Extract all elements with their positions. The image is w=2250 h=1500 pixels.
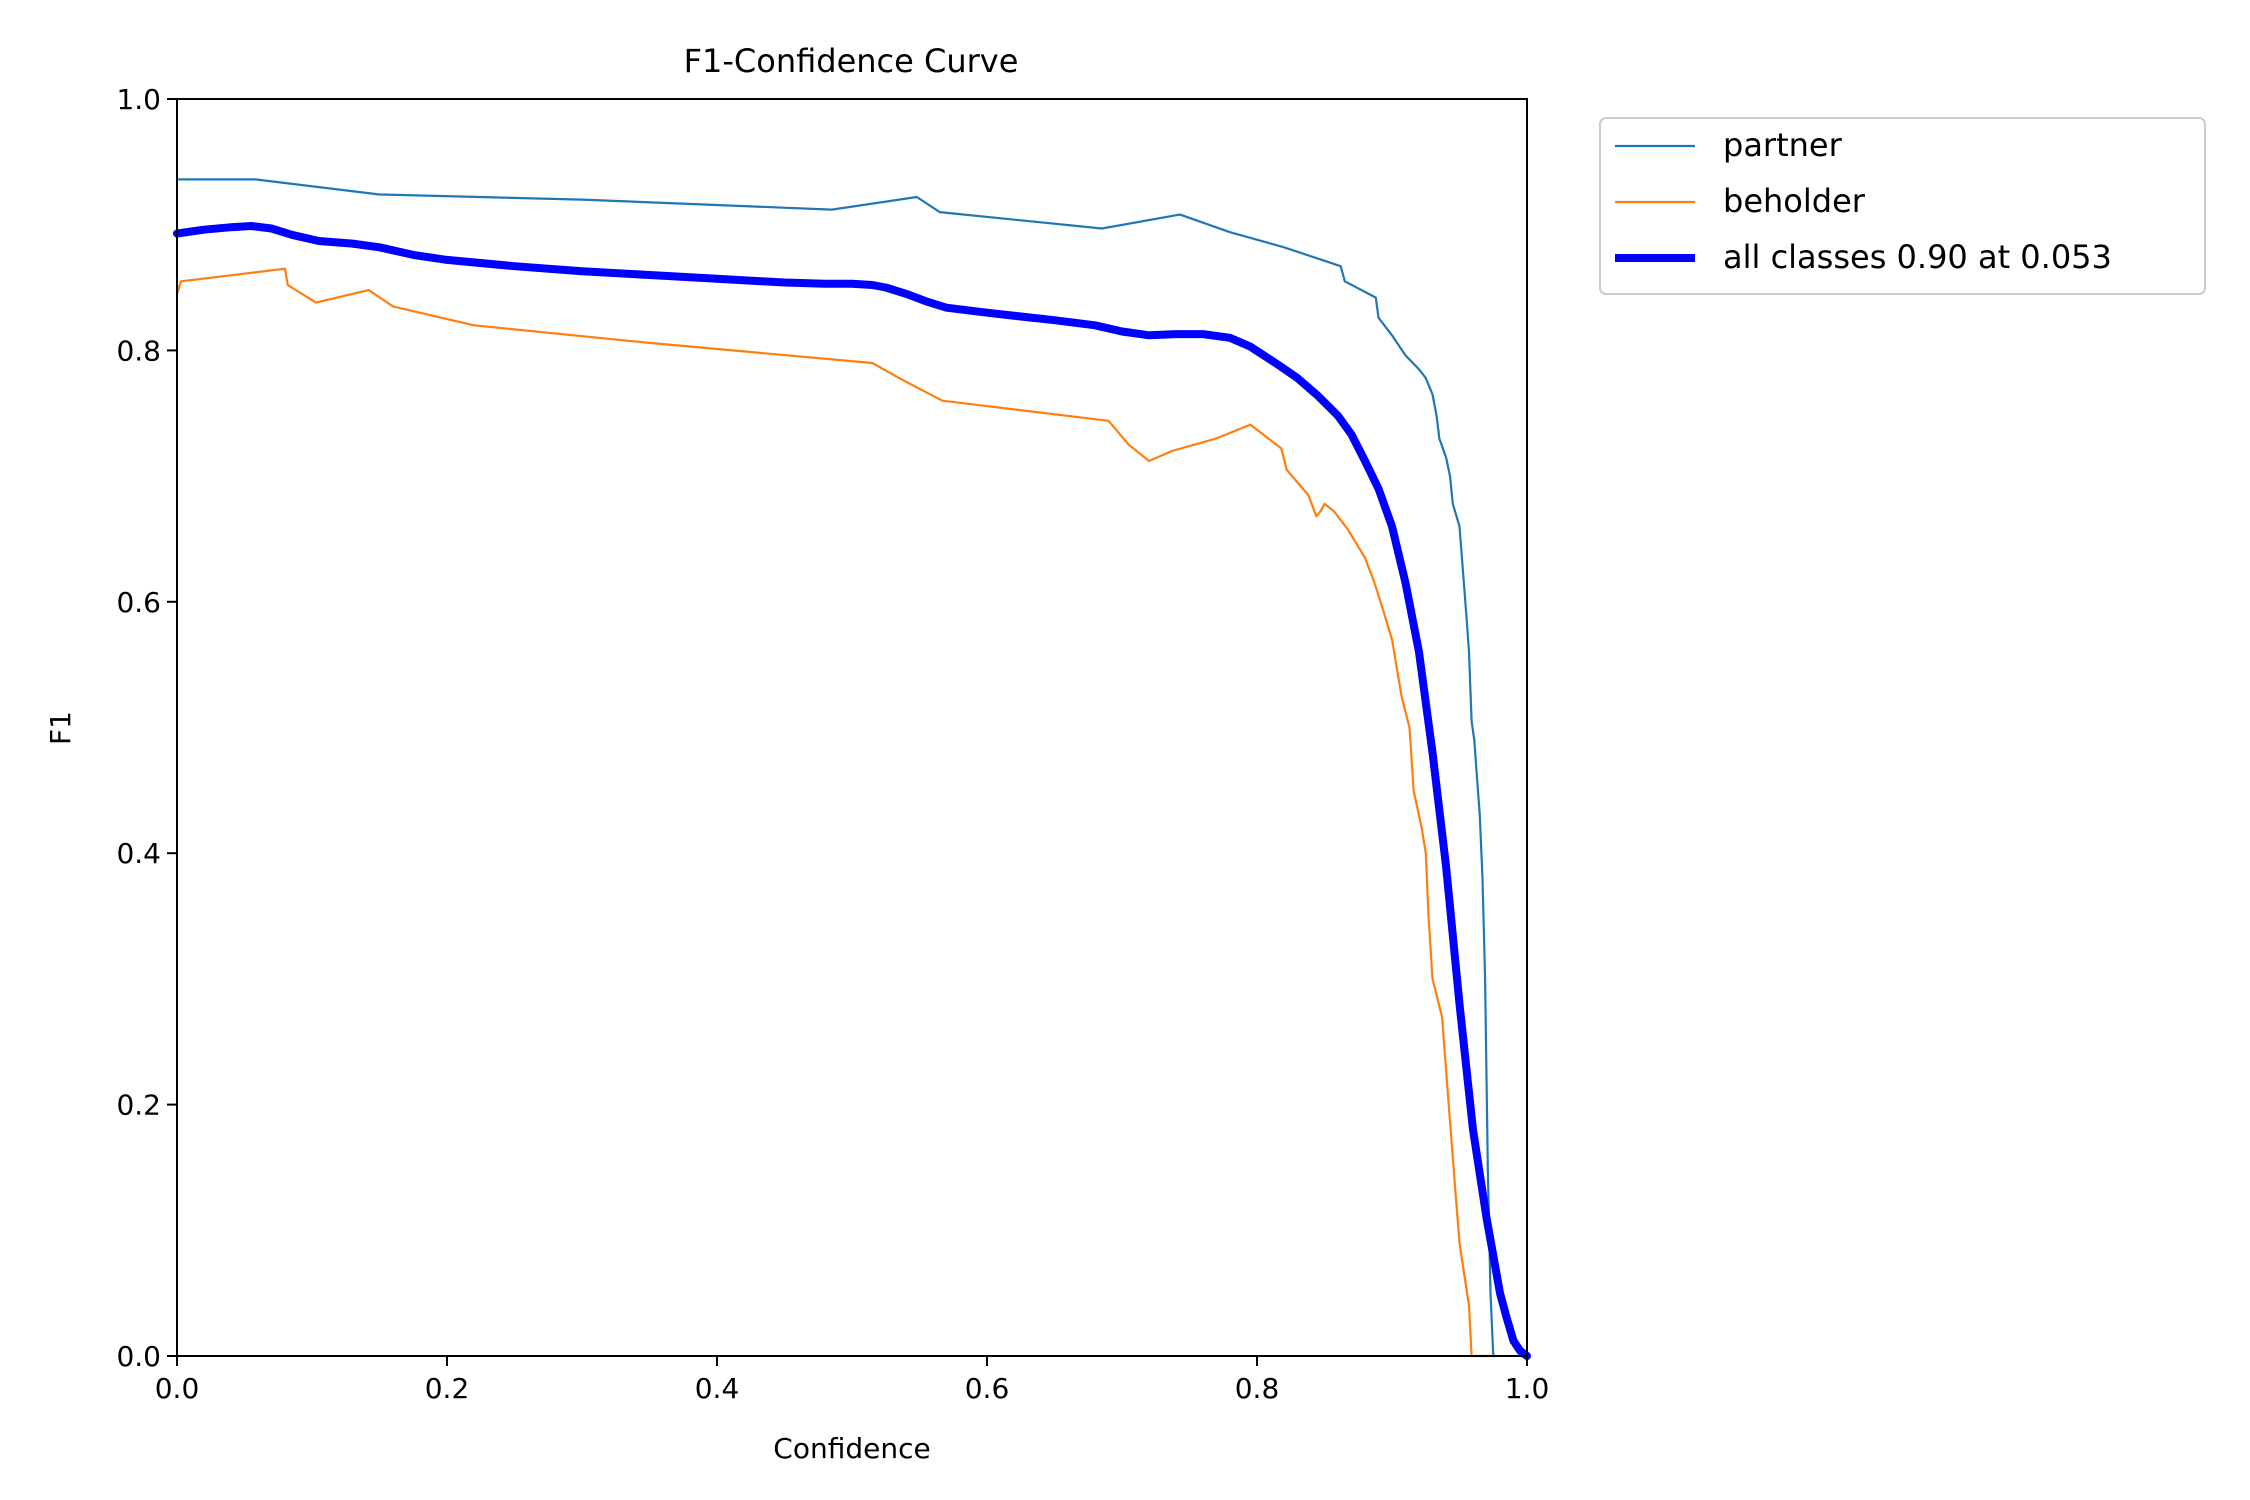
- series-line-beholder: [175, 267, 1502, 1358]
- x-tick-label: 1.0: [1505, 1372, 1550, 1405]
- y-tick-label: 0.0: [116, 1340, 161, 1373]
- series-line-all: [173, 222, 1531, 1360]
- x-tick-label: 0.6: [965, 1372, 1010, 1405]
- x-axis: 0.0 0.2 0.4 0.6 0.8 1.0: [155, 1356, 1550, 1405]
- x-tick-label: 0.8: [1235, 1372, 1280, 1405]
- y-axis: 0.0 0.2 0.4 0.6 0.8 1.0: [116, 83, 177, 1373]
- series-layer: [173, 178, 1531, 1360]
- plot-frame: [176, 98, 1528, 1357]
- legend-label-beholder: beholder: [1723, 182, 1866, 220]
- y-tick-label: 0.6: [116, 586, 161, 619]
- legend-frame: [1599, 117, 2206, 295]
- legend-label-all: all classes 0.90 at 0.053: [1723, 238, 2112, 276]
- chart-title: F1-Confidence Curve: [684, 42, 1019, 80]
- legend: partner beholder all classes 0.90 at 0.053: [1599, 117, 2206, 295]
- y-tick-label: 0.8: [116, 334, 161, 367]
- plot-area: [173, 98, 1531, 1360]
- x-tick-label: 0.4: [695, 1372, 740, 1405]
- x-tick-label: 0.2: [425, 1372, 470, 1405]
- y-tick-label: 0.4: [116, 837, 161, 870]
- legend-items: partner beholder all classes 0.90 at 0.053: [1615, 126, 2112, 276]
- y-tick-label: 1.0: [116, 83, 161, 116]
- y-axis-label: F1: [44, 711, 77, 745]
- x-tick-label: 0.0: [155, 1372, 200, 1405]
- series-line-partner: [175, 178, 1498, 1358]
- legend-label-partner: partner: [1723, 126, 1843, 164]
- y-tick-label: 0.2: [116, 1089, 161, 1122]
- x-axis-label: Confidence: [773, 1432, 930, 1465]
